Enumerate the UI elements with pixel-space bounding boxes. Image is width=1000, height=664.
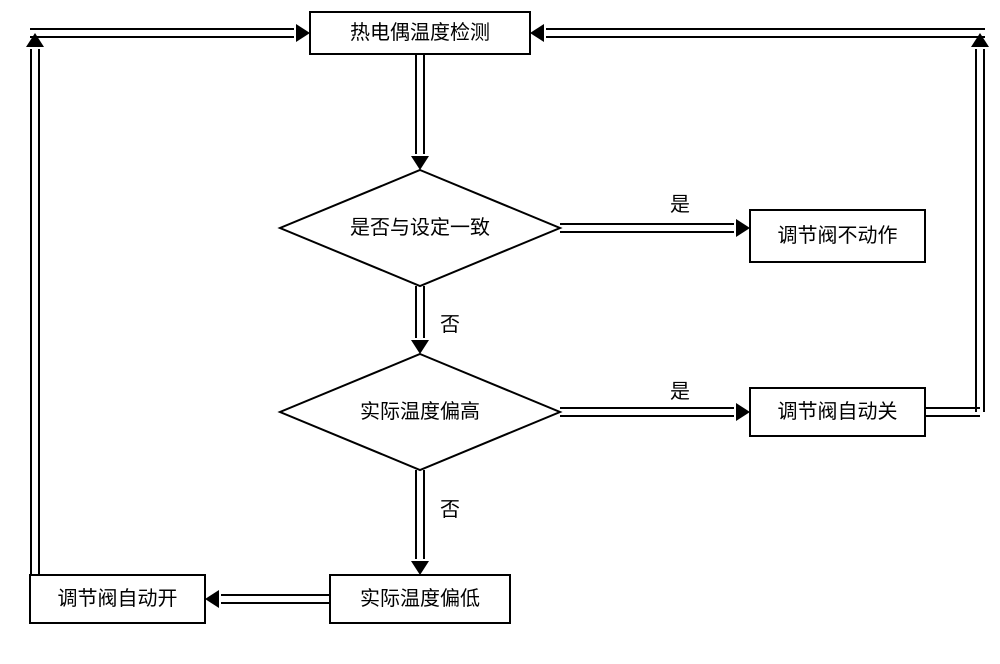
temp_low-label: 实际温度偏低 xyxy=(360,587,480,610)
edge-label-no1: 否 xyxy=(440,314,460,336)
edge-label-yes2: 是 xyxy=(670,381,690,403)
no_action-label: 调节阀不动作 xyxy=(778,224,898,247)
decision_match-label: 是否与设定一致 xyxy=(350,216,490,239)
auto_open-label: 调节阀自动开 xyxy=(58,587,178,610)
decision_high-label: 实际温度偏高 xyxy=(360,400,480,423)
edge-label-no2: 否 xyxy=(440,499,460,521)
top-label: 热电偶温度检测 xyxy=(350,21,490,44)
edge-label-yes1: 是 xyxy=(670,194,690,216)
auto_close-label: 调节阀自动关 xyxy=(778,400,898,423)
flowchart-canvas: 热电偶温度检测是否与设定一致 调节阀不动作实际温度偏高 调节阀自动关实际温度偏低 调节… xyxy=(0,0,1000,664)
